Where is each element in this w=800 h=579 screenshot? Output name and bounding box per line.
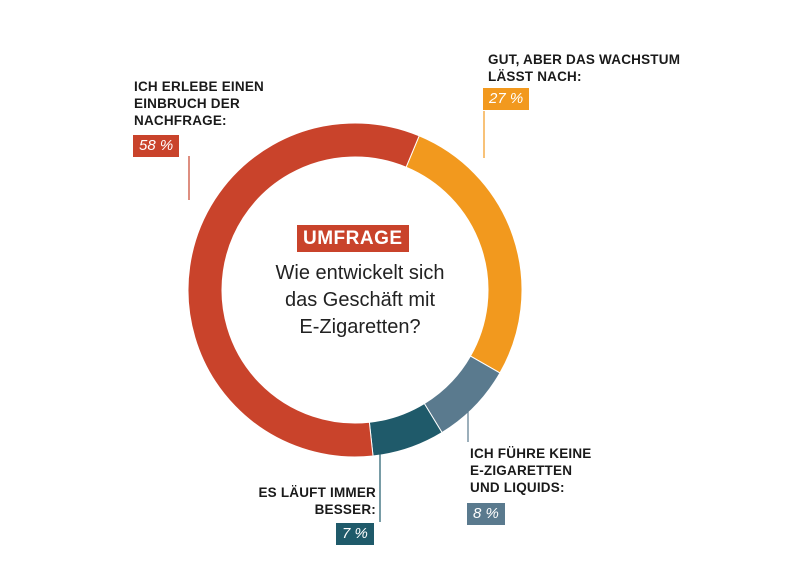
label-line: ES LÄUFT IMMER <box>258 485 376 500</box>
question-line: E-Zigaretten? <box>299 316 421 338</box>
label-line: NACHFRAGE: <box>134 113 227 128</box>
label-line: ICH FÜHRE KEINE <box>470 446 592 461</box>
label-line: E-ZIGARETTEN <box>470 463 573 478</box>
survey-question: Wie entwickelt sich das Geschäft mit E-Z… <box>240 260 480 341</box>
label-line: EINBRUCH DER <box>134 96 240 111</box>
segment-label-growth-slowing: GUT, ABER DAS WACHSTUM LÄSST NACH: <box>488 51 680 85</box>
label-line: BESSER: <box>314 502 376 517</box>
survey-title-badge: UMFRAGE <box>297 225 409 252</box>
segment-demand-drop <box>187 122 420 458</box>
label-line: ICH ERLEBE EINEN <box>134 79 264 94</box>
value-badge-growth-slowing: 27 % <box>483 88 530 110</box>
value-badge-no-ecigs: 8 % <box>467 503 505 525</box>
segment-label-getting-better: ES LÄUFT IMMER BESSER: <box>218 484 376 518</box>
value-badge-getting-better: 7 % <box>336 523 374 545</box>
question-line: Wie entwickelt sich <box>275 262 445 284</box>
segment-label-demand-drop: ICH ERLEBE EINEN EINBRUCH DER NACHFRAGE: <box>134 78 264 129</box>
segment-no-ecigs <box>423 355 501 434</box>
label-line: LÄSST NACH: <box>488 69 582 84</box>
value-badge-demand-drop: 58 % <box>133 135 180 157</box>
question-line: das Geschäft mit <box>284 289 436 311</box>
segment-label-no-ecigs: ICH FÜHRE KEINE E-ZIGARETTEN UND LIQUIDS… <box>470 445 592 496</box>
donut-segments <box>187 122 523 458</box>
label-line: UND LIQUIDS: <box>470 480 565 495</box>
leader-lines <box>188 111 485 522</box>
label-line: GUT, ABER DAS WACHSTUM <box>488 52 681 67</box>
